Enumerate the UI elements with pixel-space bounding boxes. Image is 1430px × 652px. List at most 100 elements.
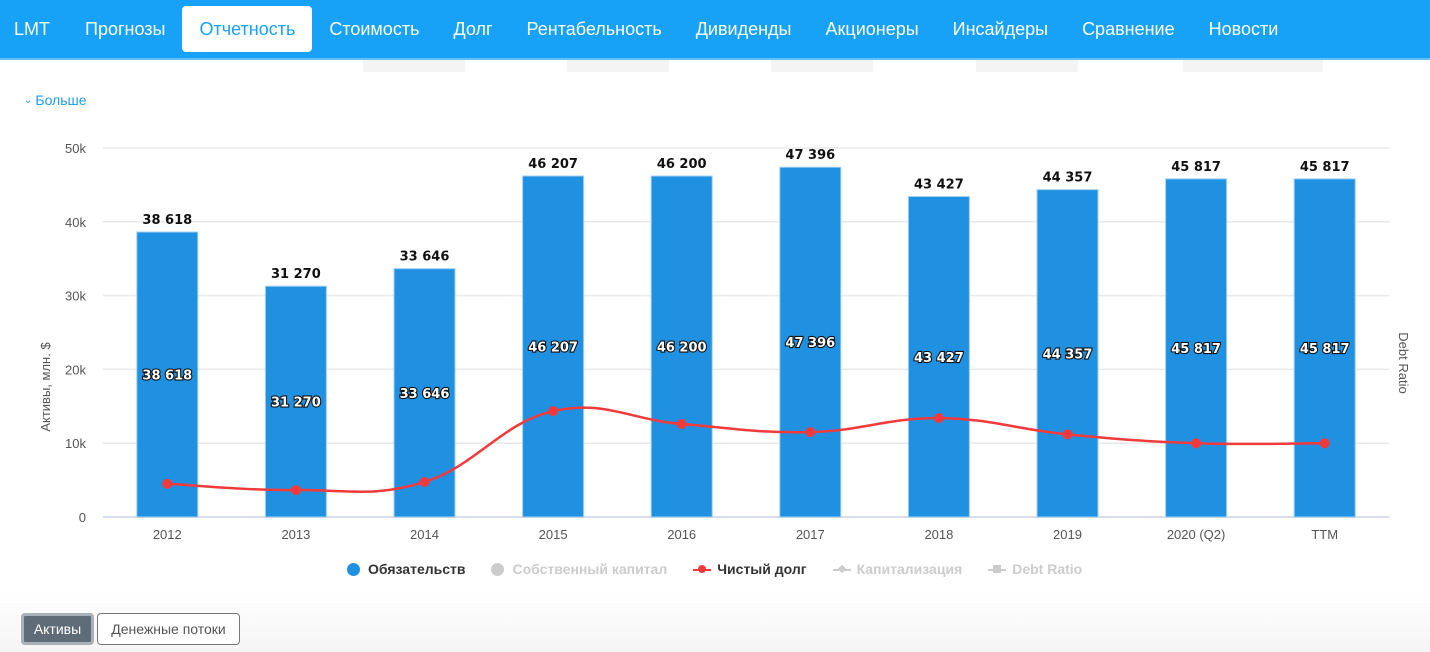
nav-insiders[interactable]: Инсайдеры: [952, 19, 1049, 39]
bar: [650, 175, 713, 518]
y-axis-title: Активы, млн. $: [38, 342, 53, 432]
bar-value-label: 43 427: [914, 178, 964, 193]
net-debt-point: [419, 476, 430, 487]
nav-value[interactable]: Стоимость: [329, 19, 420, 39]
bar-value-label: 45 817: [1300, 160, 1350, 175]
y-tick-label: 0: [79, 510, 86, 525]
x-tick-label: 2014: [410, 527, 439, 542]
bar-value-label: 47 396: [785, 148, 835, 163]
bar-value-label: 46 200: [657, 157, 707, 172]
cashflow-button[interactable]: Денежные потоки: [97, 613, 240, 645]
assets-button[interactable]: Активы: [21, 613, 94, 645]
bar-value-label: 46 207: [528, 157, 578, 172]
legend-market-cap[interactable]: Капитализация: [832, 561, 963, 577]
line-square-marker-icon: [988, 563, 1007, 576]
circle-marker-icon: [491, 562, 505, 576]
x-tick-label: 2013: [281, 527, 310, 542]
net-debt-point: [290, 485, 301, 496]
nav-ticker[interactable]: LMT: [14, 19, 50, 39]
net-debt-point: [162, 478, 173, 489]
bar-inner-value-label: 45 817: [1171, 342, 1221, 357]
nav-reports[interactable]: Отчетность: [182, 6, 313, 52]
nav-dividends[interactable]: Дивиденды: [695, 19, 792, 39]
bar-value-label: 45 817: [1171, 160, 1221, 175]
x-tick-label: 2012: [153, 527, 182, 542]
net-debt-point: [933, 413, 944, 424]
bar: [1036, 189, 1099, 518]
net-debt-series: [162, 406, 1330, 496]
line-diamond-marker-icon: [832, 563, 851, 576]
nav-comparison[interactable]: Сравнение: [1082, 19, 1175, 39]
chevron-down-icon: ⌄: [24, 95, 33, 106]
net-debt-line: [167, 406, 1325, 494]
bar-value-label: 44 357: [1043, 171, 1093, 186]
legend-label: Debt Ratio: [1012, 561, 1083, 577]
y-tick-label: 30k: [65, 289, 86, 304]
net-debt-point: [676, 419, 687, 430]
bar: [136, 231, 199, 518]
x-tick-label: 2018: [924, 527, 953, 542]
legend-net-debt[interactable]: Чистый долг: [693, 561, 807, 577]
more-link[interactable]: ⌄ Больше: [24, 92, 87, 108]
bar: [393, 268, 456, 518]
x-tick-label: 2015: [539, 527, 568, 542]
bar: [1165, 178, 1228, 518]
bar-value-label: 38 618: [142, 213, 192, 228]
tab-placeholder: [363, 60, 465, 72]
bar-inner-value-label: 46 200: [657, 341, 707, 356]
x-tick-label: 2019: [1053, 527, 1082, 542]
nav-profitability[interactable]: Рентабельность: [526, 19, 662, 39]
nav-news[interactable]: Новости: [1208, 19, 1279, 39]
bar-value-label: 33 646: [400, 250, 450, 265]
legend-label: Собственный капитал: [512, 561, 668, 577]
tab-placeholder: [567, 60, 669, 72]
line-circle-marker-icon: [693, 563, 712, 576]
net-debt-point: [1062, 429, 1073, 440]
legend-debt-ratio[interactable]: Debt Ratio: [988, 561, 1082, 577]
bar: [1293, 178, 1356, 518]
top-navigation: LMT Прогнозы Отчетность Стоимость Долг Р…: [0, 0, 1430, 60]
legend-label: Чистый долг: [717, 561, 807, 577]
bar-inner-value-label: 33 646: [400, 387, 450, 402]
bar-inner-value-label: 44 357: [1043, 347, 1093, 362]
net-debt-point: [1191, 438, 1202, 449]
chart-legend: Обязательств Собственный капитал Чистый …: [347, 561, 1108, 577]
y-tick-label: 10k: [65, 436, 86, 451]
bar: [264, 285, 327, 518]
nav-shareholders[interactable]: Акционеры: [825, 19, 919, 39]
bar: [907, 196, 970, 518]
circle-marker-icon: [347, 562, 360, 576]
legend-liabilities[interactable]: Обязательств: [347, 561, 465, 577]
y2-axis-title: Debt Ratio: [1396, 332, 1411, 393]
y-tick-label: 20k: [65, 362, 86, 377]
bar-value-label: 31 270: [271, 267, 321, 282]
x-axis-ticks: 2012 2013 2014 2015 2016 2017 2018 2019 2020 (Q2…: [153, 527, 1338, 542]
legend-label: Капитализация: [856, 561, 963, 577]
bar: [779, 166, 842, 518]
liabilities-chart: 0 10k 20k 30k 40k 50k Активы, млн. $ Debt Rat…: [38, 141, 1411, 542]
bar-inner-value-label: 46 207: [528, 340, 578, 355]
x-tick-label: 2017: [796, 527, 825, 542]
net-debt-point: [1319, 438, 1330, 449]
y-tick-label: 50k: [65, 141, 86, 156]
bar-inner-value-label: 38 618: [142, 368, 192, 383]
y-tick-label: 40k: [65, 215, 86, 230]
bar-inner-value-label: 31 270: [271, 396, 321, 411]
bar-inner-value-label: 47 396: [785, 336, 835, 351]
bar-series: 38 618 38 618 31 270 31 270 33 646 33 646 46 2…: [136, 148, 1356, 518]
net-debt-point: [805, 427, 816, 438]
more-link-label: Больше: [35, 92, 87, 108]
x-tick-label: TTM: [1311, 527, 1338, 542]
tab-placeholder: [771, 60, 873, 72]
legend-equity[interactable]: Собственный капитал: [491, 561, 667, 577]
bar-inner-value-label: 45 817: [1300, 342, 1350, 357]
net-debt-point: [548, 406, 559, 417]
bar: [522, 175, 585, 518]
nav-debt[interactable]: Долг: [453, 19, 493, 39]
nav-forecasts[interactable]: Прогнозы: [85, 19, 166, 39]
bar-inner-value-label: 43 427: [914, 351, 964, 366]
legend-label: Обязательств: [368, 561, 466, 577]
x-tick-label: 2020 (Q2): [1167, 527, 1226, 542]
x-tick-label: 2016: [667, 527, 696, 542]
y-axis-ticks: 0 10k 20k 30k 40k 50k: [65, 141, 86, 525]
